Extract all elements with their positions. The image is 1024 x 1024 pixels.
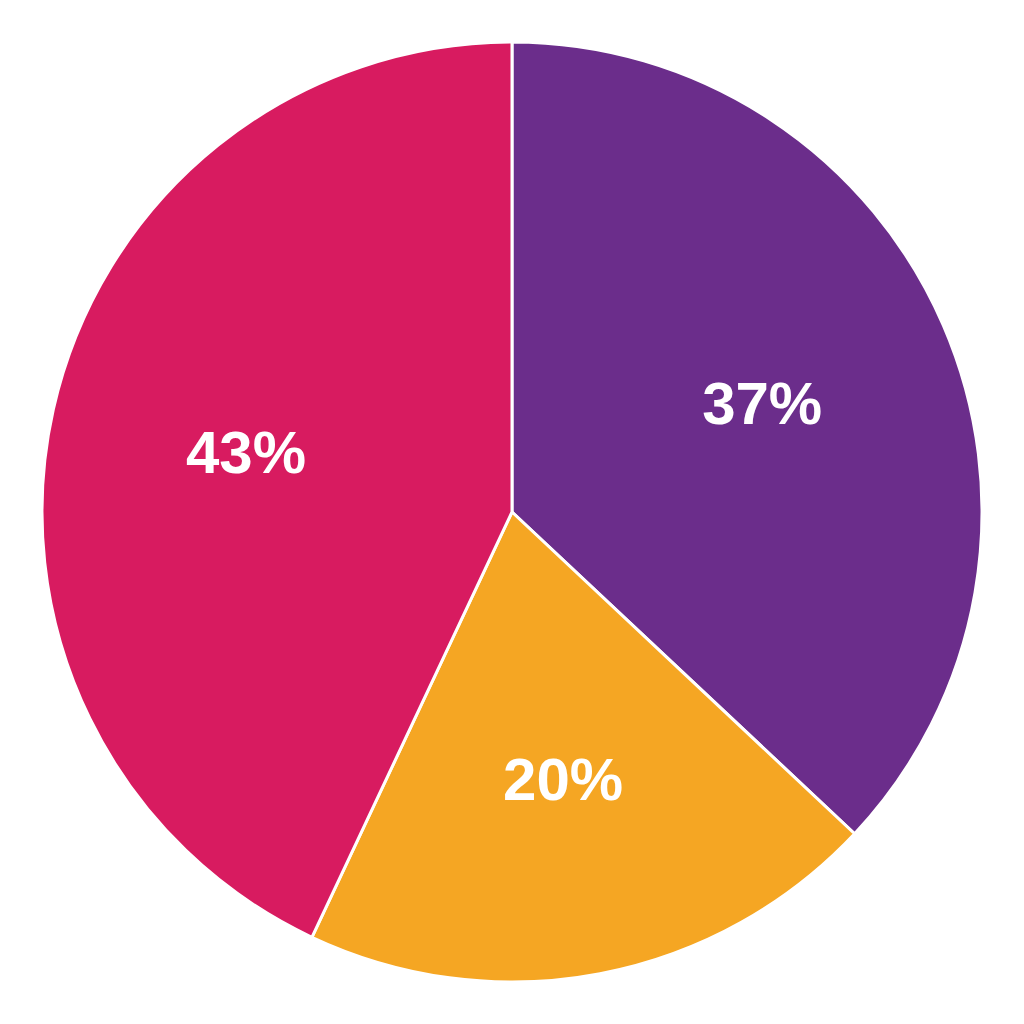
wedges — [42, 42, 982, 982]
pie-chart: 37% 20% 43% — [0, 0, 1024, 1024]
chart-container: 37% 20% 43% — [0, 0, 1024, 1024]
data-labels: 37% 20% 43% — [186, 370, 822, 813]
data-label: 20% — [503, 746, 623, 813]
pie-slice — [42, 42, 512, 937]
data-label: 37% — [702, 370, 822, 437]
data-label: 43% — [186, 419, 306, 486]
